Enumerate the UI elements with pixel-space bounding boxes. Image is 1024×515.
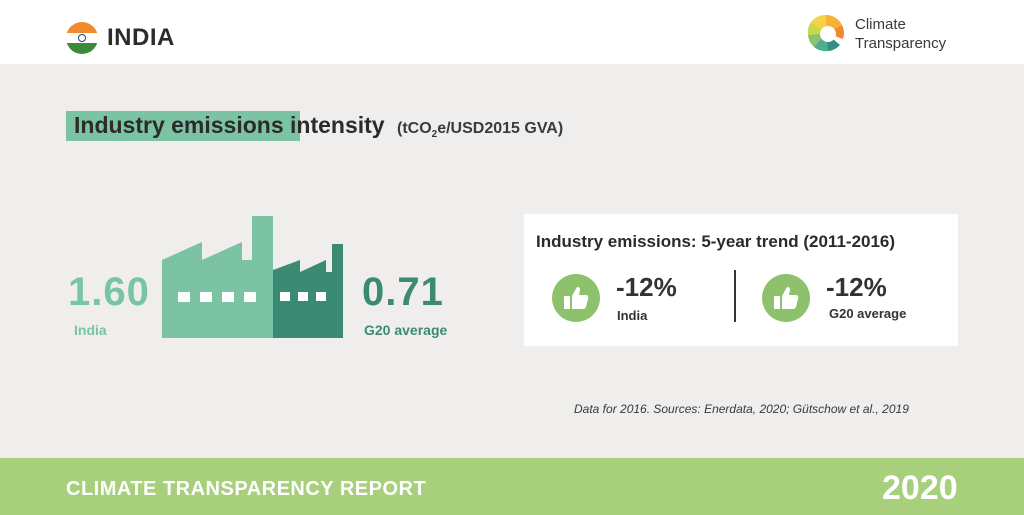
source-note: Data for 2016. Sources: Enerdata, 2020; … [574, 402, 909, 416]
climate-transparency-logo [807, 14, 844, 52]
title-unit: (tCO2e/USD2015 GVA) [396, 120, 564, 141]
trend-title: Industry emissions: 5-year trend (2011-2… [536, 232, 896, 251]
trend-box: Industry emissions: 5-year trend (2011-2… [524, 214, 958, 346]
thumbs-up-icon [552, 274, 600, 322]
header-bar: INDIA Climate Transparency [0, 0, 1024, 64]
india-trend-pct: -12% [616, 272, 677, 302]
footer-bar: CLIMATE TRANSPARENCY REPORT 2020 [0, 458, 1024, 515]
g20-trend-label: G20 average [829, 306, 907, 321]
country-name: INDIA [107, 24, 175, 51]
footer-year: 2020 [882, 469, 958, 507]
title-highlight [66, 111, 300, 141]
g20-trend-pct: -12% [826, 272, 887, 302]
india-flag-icon [66, 22, 98, 54]
g20-value: 0.71 [362, 270, 444, 314]
brand-name: Climate Transparency [855, 15, 946, 53]
unit-subscript: 2 [431, 129, 438, 141]
title-rest: intensity [283, 112, 385, 138]
trend-divider [734, 270, 736, 322]
thumbs-up-icon [762, 274, 810, 322]
india-label: India [74, 322, 107, 338]
india-value: 1.60 [68, 270, 150, 314]
footer-label: CLIMATE TRANSPARENCY REPORT [66, 478, 427, 500]
brand-line-1: Climate [855, 16, 906, 33]
factory-icon [162, 216, 343, 338]
brand-line-2: Transparency [855, 35, 947, 52]
title-highlighted: Industry emissions [74, 112, 284, 138]
india-trend-label: India [617, 308, 648, 323]
g20-label: G20 average [364, 322, 448, 338]
unit-prefix: (tCO [396, 120, 432, 137]
unit-suffix: e/USD2015 GVA) [437, 120, 564, 137]
